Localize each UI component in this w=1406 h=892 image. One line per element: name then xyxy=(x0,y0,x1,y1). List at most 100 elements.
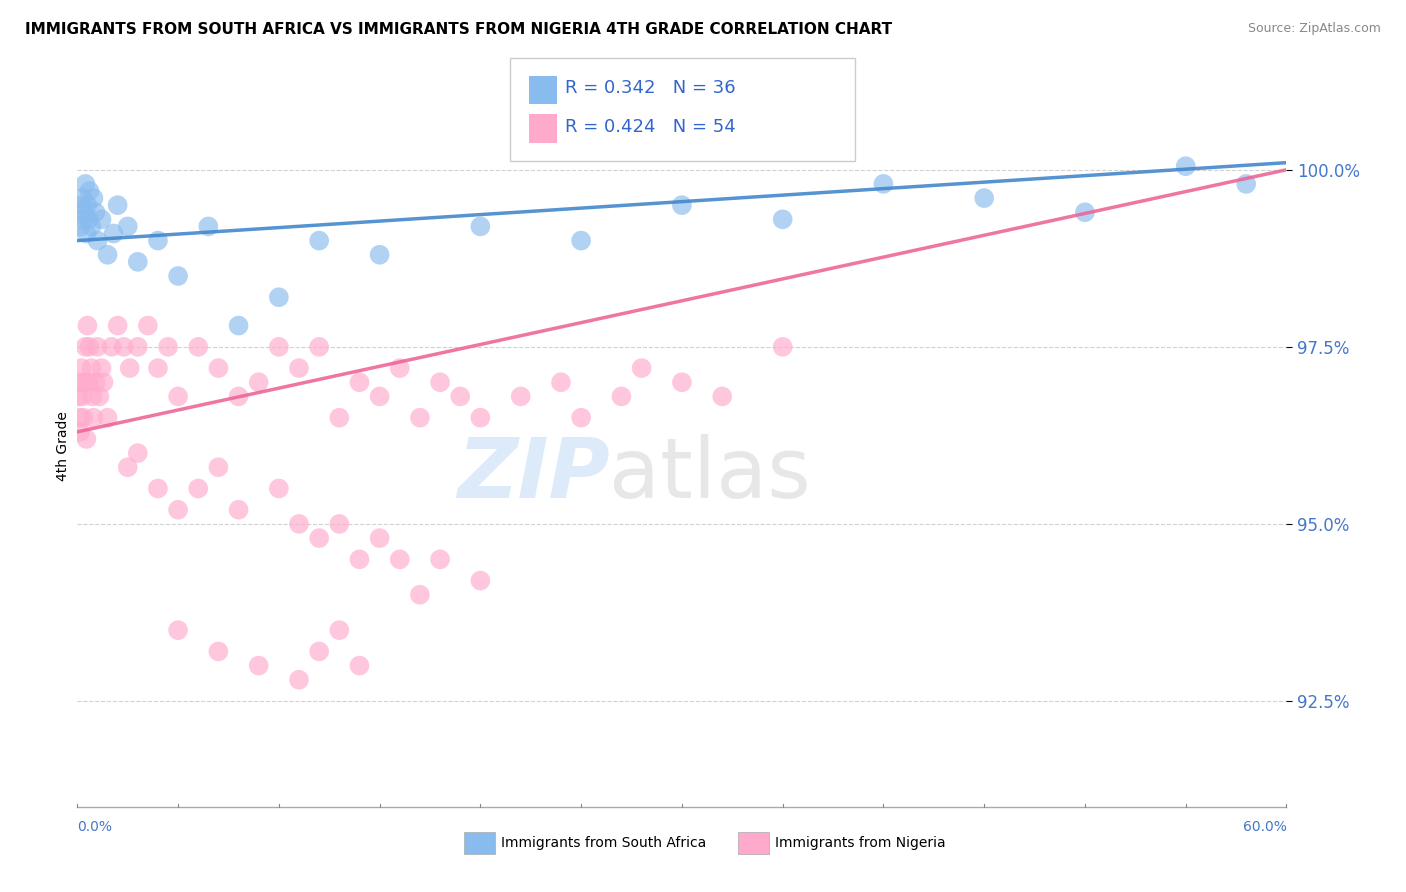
Point xyxy=(550,376,572,390)
Point xyxy=(409,588,432,602)
Point xyxy=(308,531,330,545)
Y-axis label: 4th Grade: 4th Grade xyxy=(56,411,70,481)
Point xyxy=(207,644,229,658)
Point xyxy=(187,482,209,496)
Text: ZIP: ZIP xyxy=(457,434,609,516)
Point xyxy=(308,234,330,248)
Point xyxy=(86,234,108,248)
Point xyxy=(308,644,330,658)
Text: atlas: atlas xyxy=(609,434,811,516)
Point xyxy=(118,361,141,376)
Point xyxy=(228,389,250,403)
Point xyxy=(96,410,118,425)
Point xyxy=(96,248,118,262)
Point xyxy=(187,340,209,354)
Point xyxy=(77,212,100,227)
Text: Immigrants from Nigeria: Immigrants from Nigeria xyxy=(775,836,945,850)
Point xyxy=(197,219,219,234)
Point xyxy=(82,389,104,403)
Point xyxy=(167,623,190,637)
Point xyxy=(79,184,101,198)
Text: Source: ZipAtlas.com: Source: ZipAtlas.com xyxy=(1247,22,1381,36)
Point xyxy=(1174,159,1197,173)
Point xyxy=(73,376,96,390)
Point xyxy=(146,234,169,248)
Point xyxy=(146,482,169,496)
Point xyxy=(349,658,371,673)
Point xyxy=(207,361,229,376)
Point xyxy=(76,318,98,333)
Point xyxy=(368,248,391,262)
Point xyxy=(569,410,592,425)
Point xyxy=(93,376,115,390)
Point xyxy=(328,410,350,425)
Point xyxy=(388,361,411,376)
Text: 0.0%: 0.0% xyxy=(77,820,112,834)
Point xyxy=(228,502,250,516)
Point xyxy=(610,389,633,403)
Point xyxy=(167,268,190,283)
Text: 60.0%: 60.0% xyxy=(1243,820,1286,834)
Point xyxy=(630,361,652,376)
Point xyxy=(247,376,270,390)
Text: R = 0.424   N = 54: R = 0.424 N = 54 xyxy=(565,118,735,136)
Point xyxy=(228,318,250,333)
Text: R = 0.342   N = 36: R = 0.342 N = 36 xyxy=(565,79,735,97)
Point xyxy=(77,376,100,390)
Point xyxy=(107,318,129,333)
Point xyxy=(112,340,135,354)
Point xyxy=(75,177,97,191)
Point xyxy=(167,502,190,516)
Point xyxy=(73,205,96,219)
Point xyxy=(449,389,471,403)
Point xyxy=(349,376,371,390)
Point xyxy=(470,574,492,588)
Point xyxy=(429,376,451,390)
Point xyxy=(267,482,290,496)
Point xyxy=(79,340,101,354)
Point xyxy=(267,340,290,354)
Point xyxy=(388,552,411,566)
Point xyxy=(711,389,734,403)
Point xyxy=(368,389,391,403)
Point xyxy=(470,219,492,234)
Point xyxy=(136,318,159,333)
Point xyxy=(72,191,94,205)
Point xyxy=(973,191,995,205)
Point xyxy=(772,212,794,227)
Point xyxy=(72,410,94,425)
Point xyxy=(1074,205,1097,219)
Point xyxy=(69,410,91,425)
Point xyxy=(82,410,104,425)
Point xyxy=(772,340,794,354)
Point xyxy=(89,389,111,403)
Point xyxy=(671,198,693,212)
Point xyxy=(470,410,492,425)
Point xyxy=(75,340,97,354)
Point xyxy=(103,227,125,241)
Point xyxy=(146,361,169,376)
Point xyxy=(67,376,90,390)
Point xyxy=(90,212,112,227)
Text: IMMIGRANTS FROM SOUTH AFRICA VS IMMIGRANTS FROM NIGERIA 4TH GRADE CORRELATION CH: IMMIGRANTS FROM SOUTH AFRICA VS IMMIGRAN… xyxy=(25,22,893,37)
Point xyxy=(308,340,330,354)
Point xyxy=(75,227,97,241)
Point xyxy=(69,425,91,439)
Point xyxy=(288,516,311,531)
Point xyxy=(127,446,149,460)
Point xyxy=(349,552,371,566)
Point xyxy=(429,552,451,566)
Point xyxy=(72,212,94,227)
Point xyxy=(117,219,139,234)
Point xyxy=(117,460,139,475)
Point xyxy=(80,219,103,234)
Point xyxy=(368,531,391,545)
Point xyxy=(84,205,107,219)
Point xyxy=(288,673,311,687)
Point xyxy=(86,340,108,354)
Point xyxy=(671,376,693,390)
Point xyxy=(569,234,592,248)
Point xyxy=(1234,177,1257,191)
Point xyxy=(67,389,90,403)
Point xyxy=(70,198,93,212)
